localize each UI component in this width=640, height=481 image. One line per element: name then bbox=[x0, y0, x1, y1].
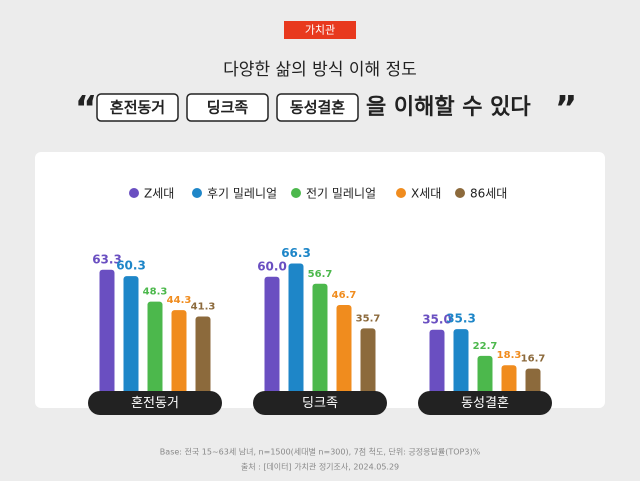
footnote: Base: 전국 15~63세 남녀, n=1500(세대별 n=300), 7… bbox=[160, 447, 481, 457]
bar bbox=[171, 310, 187, 404]
legend-label: 후기 밀레니얼 bbox=[207, 187, 277, 201]
value-label: 22.7 bbox=[473, 341, 498, 352]
legend-swatch bbox=[396, 188, 406, 198]
bar bbox=[99, 269, 115, 404]
value-label: 35.3 bbox=[446, 312, 476, 326]
legend-label: Z세대 bbox=[144, 187, 174, 201]
open-quote: “ bbox=[75, 89, 97, 129]
value-label: 60.3 bbox=[116, 259, 146, 273]
category-pill bbox=[418, 391, 552, 415]
bar bbox=[264, 276, 280, 404]
tag: 가치관 bbox=[305, 24, 335, 37]
bar bbox=[312, 283, 328, 404]
value-label: 48.3 bbox=[143, 287, 168, 298]
bar bbox=[195, 316, 211, 404]
headline-box bbox=[186, 93, 269, 122]
tag-box bbox=[284, 21, 356, 39]
value-label: 35.0 bbox=[422, 312, 452, 326]
x-tick-label: 딩크족 bbox=[302, 396, 338, 411]
bar bbox=[336, 304, 352, 404]
value-label: 46.7 bbox=[332, 290, 357, 301]
bar bbox=[429, 329, 445, 404]
legend-swatch bbox=[455, 188, 465, 198]
value-label: 16.7 bbox=[521, 354, 546, 365]
plot: Z세대 후기 밀레니얼 전기 밀레니얼 X세대 86세대 63.360.3 48.344.3… bbox=[88, 187, 552, 415]
x-tick-label: 혼전동거 bbox=[131, 396, 179, 411]
x-tick-label: 동성결혼 bbox=[461, 396, 509, 411]
legend-swatch bbox=[291, 188, 301, 198]
bar bbox=[453, 329, 469, 404]
legend-swatch bbox=[129, 188, 139, 198]
bar bbox=[147, 301, 163, 404]
legend-label: 86세대 bbox=[470, 187, 507, 201]
headline-box bbox=[276, 93, 359, 122]
value-label: 66.3 bbox=[281, 246, 311, 260]
value-label: 60.0 bbox=[257, 259, 287, 273]
close-quote: ” bbox=[555, 89, 577, 129]
value-label: 56.7 bbox=[308, 269, 333, 280]
category-pill bbox=[88, 391, 222, 415]
headline-word: 혼전동거 bbox=[110, 99, 165, 117]
category-pill bbox=[253, 391, 387, 415]
legend-swatch bbox=[192, 188, 202, 198]
legend-label: X세대 bbox=[411, 187, 441, 201]
headline-word: 딩크족 bbox=[207, 99, 249, 117]
bar bbox=[123, 276, 139, 404]
value-label: 41.3 bbox=[191, 301, 216, 312]
legend-label: 전기 밀레니얼 bbox=[306, 187, 376, 201]
source: 출처 : [데이터] 가치관 정기조사, 2024.05.29 bbox=[241, 462, 399, 472]
bar bbox=[360, 328, 376, 404]
headline-box bbox=[96, 93, 179, 122]
bar bbox=[288, 263, 304, 404]
value-label: 35.7 bbox=[356, 313, 381, 324]
title: 다양한 삶의 방식 이해 정도 bbox=[223, 60, 417, 80]
value-label: 18.3 bbox=[497, 350, 522, 361]
headline-tail: 을 이해할 수 있다 bbox=[366, 95, 531, 120]
value-label: 44.3 bbox=[167, 295, 192, 306]
value-label: 63.3 bbox=[92, 252, 122, 266]
headline-word: 동성결혼 bbox=[290, 99, 345, 117]
